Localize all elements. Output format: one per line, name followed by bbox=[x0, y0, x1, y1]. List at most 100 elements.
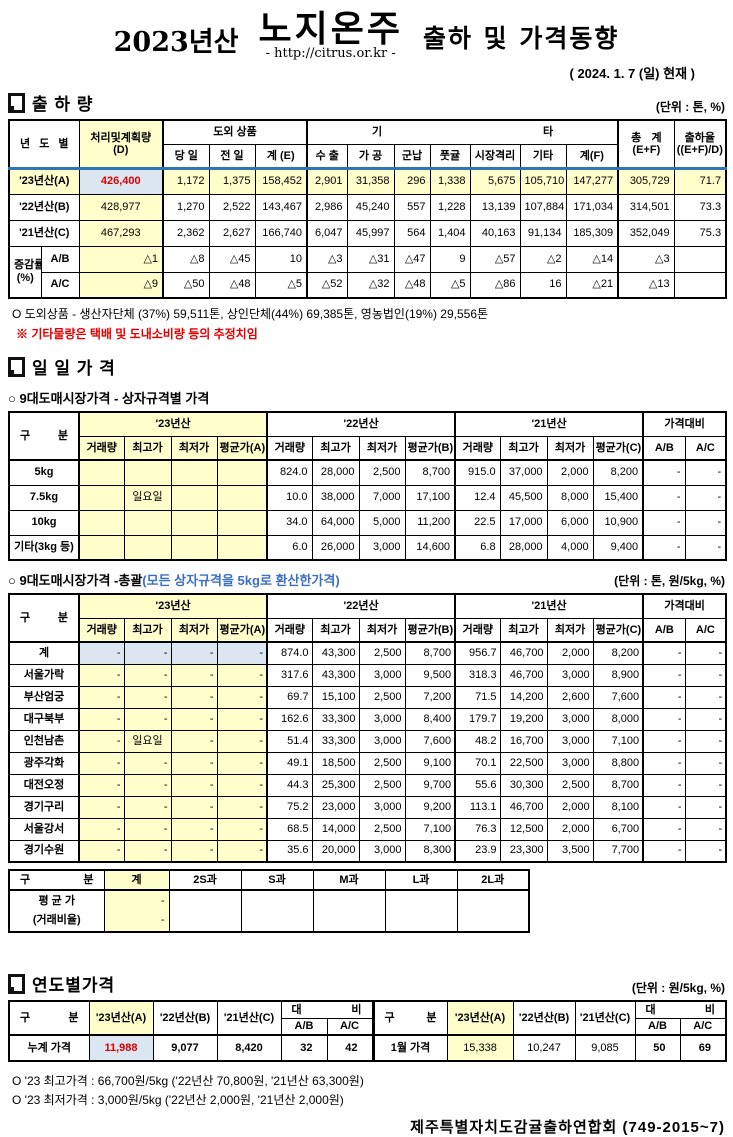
col-volume: 거래량 bbox=[78, 435, 125, 461]
square-bullet-icon bbox=[8, 356, 25, 377]
cell: 5,000 bbox=[358, 509, 406, 536]
cell: 2,000 bbox=[546, 817, 594, 841]
cell: 6,000 bbox=[546, 509, 594, 536]
cell: 12,500 bbox=[499, 817, 548, 841]
col-avg-b: 평균가(B) bbox=[404, 435, 456, 461]
cell: - bbox=[123, 817, 172, 841]
cell: 75.2 bbox=[266, 795, 313, 819]
col-high: 최고가 bbox=[123, 617, 172, 643]
cell: - bbox=[642, 817, 686, 841]
cell: - bbox=[78, 795, 125, 819]
cell: 20,000 bbox=[311, 839, 360, 863]
subsection-title: ○ 9대도매시장가격 -총괄(모든 상자규격을 5kg로 환산한가격) bbox=[8, 573, 340, 588]
col-m: M과 bbox=[312, 869, 386, 891]
footnote-min-price: O '23 최저가격 : 3,000원/5kg ('22년산 2,000원, '… bbox=[12, 1093, 344, 1107]
cell: 2,500 bbox=[358, 773, 406, 797]
table-row: 서울가락 - - - -317.6 43,300 3,000 9,500 318.3 46,700… bbox=[8, 663, 727, 687]
col-high: 최고가 bbox=[499, 435, 548, 461]
table-row: 대전오정 - - - -44.3 25,300 2,500 9,700 55.6 30,300 2,… bbox=[8, 773, 727, 797]
table-header-row: 구 분 '23년산 '22년산 '21년산 가격대비 bbox=[8, 593, 727, 643]
unit-label-market: (단위 : 톤, 원/5kg, %) bbox=[614, 574, 725, 588]
cell: - bbox=[684, 817, 727, 841]
cell: - bbox=[684, 459, 727, 486]
cell bbox=[170, 534, 218, 561]
cell: 352,049 bbox=[617, 219, 675, 247]
cell bbox=[240, 889, 314, 933]
cell: 5,675 bbox=[469, 166, 521, 195]
cell: 46,700 bbox=[499, 795, 548, 819]
cell: - bbox=[642, 685, 686, 709]
cell: 2,500 bbox=[358, 817, 406, 841]
group-compare: 대 비 bbox=[280, 1000, 374, 1019]
cell: 6.0 bbox=[266, 534, 313, 561]
cell bbox=[216, 534, 268, 561]
cell: - bbox=[684, 729, 727, 753]
col-low: 최저가 bbox=[170, 435, 218, 461]
cell: 42 bbox=[326, 1034, 374, 1062]
section-heading-text: 일 일 가 격 bbox=[32, 359, 116, 378]
cell: 51.4 bbox=[266, 729, 313, 753]
cell: - bbox=[170, 729, 218, 753]
cell: - bbox=[642, 839, 686, 863]
cell: 48.2 bbox=[454, 729, 501, 753]
cell bbox=[456, 889, 530, 933]
table-header-row: 구 분 계 2S과 S과 M과 L과 2L과 bbox=[8, 869, 530, 891]
row-label: 부산엄궁 bbox=[8, 685, 80, 709]
col-l: L과 bbox=[384, 869, 458, 891]
cell: - bbox=[684, 751, 727, 775]
cell: 8,700 bbox=[404, 641, 456, 665]
cell: - bbox=[78, 751, 125, 775]
cell: 64,000 bbox=[311, 509, 360, 536]
cell: - bbox=[684, 773, 727, 797]
cell: △32 bbox=[346, 271, 395, 299]
col-green: 풋귤 bbox=[429, 143, 471, 169]
box-price-table: 구 분 '23년산 '22년산 '21년산 가격대비 거래량 최고가 최저가 평… bbox=[8, 411, 728, 561]
cell: 2,986 bbox=[306, 193, 348, 221]
col-y22: '22년산(B) bbox=[512, 1000, 576, 1036]
row-label: 계 bbox=[8, 641, 80, 665]
row-label: 평 균 가 (거래비율) bbox=[8, 889, 105, 933]
cell: 1,228 bbox=[429, 193, 471, 221]
cell: - bbox=[78, 685, 125, 709]
cell: 15,400 bbox=[592, 484, 644, 511]
cell: △5 bbox=[254, 271, 308, 299]
col-low: 최저가 bbox=[170, 617, 218, 643]
cell: 179.7 bbox=[454, 707, 501, 731]
cell: 12.4 bbox=[454, 484, 501, 511]
col-total: 총 계 (E+F) bbox=[617, 119, 675, 169]
table-row: 10kg 34.0 64,000 5,000 11,200 22.5 17,000 6,000… bbox=[8, 509, 727, 536]
cell: 8,700 bbox=[592, 773, 644, 797]
section-daily-header: 일 일 가 격 bbox=[8, 354, 725, 379]
cell: - bbox=[216, 773, 268, 797]
cell: 8,420 bbox=[216, 1034, 282, 1062]
table-row: 인천남촌 - 일요일 - -51.4 33,300 3,000 7,600 48.2 16,700… bbox=[8, 729, 727, 753]
cell: 8,900 bbox=[592, 663, 644, 687]
cell: - bbox=[642, 773, 686, 797]
cell: 2,000 bbox=[546, 795, 594, 819]
col-rate: 출하율 ((E+F)/D) bbox=[673, 119, 727, 169]
cell bbox=[123, 534, 172, 561]
cell-cumulative-23: 11,988 bbox=[88, 1034, 154, 1062]
cell: - bbox=[123, 773, 172, 797]
cell: 6.8 bbox=[454, 534, 501, 561]
cell: 3,000 bbox=[546, 707, 594, 731]
table-row: 경기수원 - - - -35.6 20,000 3,000 8,300 23.9 23,300 3,… bbox=[8, 839, 727, 863]
table-header-row: 구 분 '23년산(A) '22년산(B) '21년산(C) 대 비 구 분 '… bbox=[8, 1000, 727, 1036]
col-y21: '21년산(C) bbox=[216, 1000, 282, 1036]
table-row-2022: '22년산(B) 428,977 1,270 2,522 143,467 2,9… bbox=[8, 193, 727, 221]
cell bbox=[78, 484, 125, 511]
cell: 16,700 bbox=[499, 729, 548, 753]
cell: 8,000 bbox=[592, 707, 644, 731]
col-ac: A/C bbox=[684, 435, 727, 461]
cell: 32 bbox=[280, 1034, 328, 1062]
square-bullet-icon bbox=[8, 92, 25, 113]
row-label: 기타(3kg 등) bbox=[8, 534, 80, 561]
col-process: 가 공 bbox=[346, 143, 395, 169]
cell bbox=[170, 509, 218, 536]
col-2l: 2L과 bbox=[456, 869, 530, 891]
cell: 162.6 bbox=[266, 707, 313, 731]
table-row: 7.5kg 일요일 10.0 38,000 7,000 17,100 12.4 45,500 8… bbox=[8, 484, 727, 511]
cell: - bbox=[684, 707, 727, 731]
cell: - bbox=[123, 795, 172, 819]
cell bbox=[384, 889, 458, 933]
